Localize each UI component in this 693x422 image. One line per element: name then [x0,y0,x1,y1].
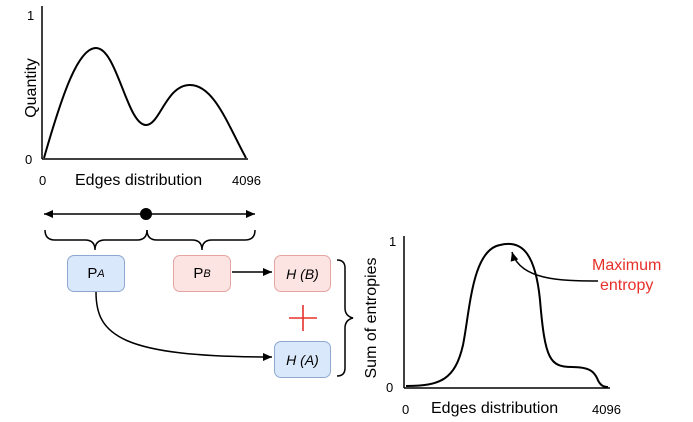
sum-brace [336,259,354,377]
top-chart-y-top-tick: 1 [27,8,35,23]
maximum-entropy-line2: entropy [599,277,654,294]
bottom-chart-axes [403,236,610,389]
split-threshold-dot [140,208,152,220]
pb-main: P [193,265,204,282]
bottom-chart-ylabel: Sum of entropies [363,257,380,379]
bottom-chart-y-bottom-tick: 0 [386,380,394,395]
hb-box: H (B) [274,255,331,292]
bottom-chart-y-top-tick: 1 [389,234,397,249]
ha-box: H (A) [274,341,331,378]
top-chart-y-bottom-tick: 0 [25,152,33,167]
bottom-chart-x-end-tick: 4096 [592,402,621,417]
top-chart-ylabel: Quantity [23,58,40,118]
pb-sub: B [203,267,211,280]
top-chart-x-start-tick: 0 [39,173,47,188]
top-chart-x-end-tick: 4096 [232,173,261,188]
bottom-chart-x-start-tick: 0 [402,402,410,417]
left-brace [44,229,148,251]
pa-main: P [87,265,98,282]
pa-sub: A [97,267,105,280]
bottom-chart-entropy-curve [405,242,609,388]
top-chart-distribution-curve [43,46,247,159]
pa-to-ha-arrow [95,291,273,361]
maximum-entropy-label: Maximum entropy [592,256,661,296]
bottom-chart-xlabel: Edges distribution [431,400,559,417]
maximum-entropy-arrow [510,251,599,282]
maximum-entropy-line1: Maximum [592,257,662,274]
right-brace [146,229,256,251]
top-chart-xlabel: Edges distribution [75,172,203,189]
top-chart-axes [41,6,248,160]
plus-sign [289,305,317,331]
